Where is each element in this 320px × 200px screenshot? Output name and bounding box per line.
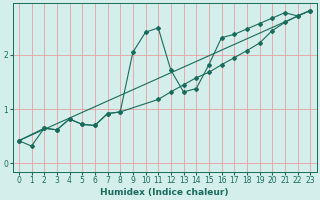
X-axis label: Humidex (Indice chaleur): Humidex (Indice chaleur)	[100, 188, 229, 197]
